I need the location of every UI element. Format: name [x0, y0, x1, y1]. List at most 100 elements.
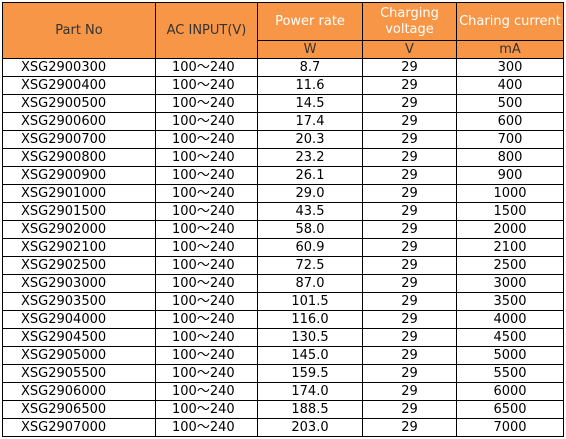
table-cell: 100～240: [155, 310, 258, 329]
table-cell: 100～240: [155, 130, 258, 149]
table-cell: 29: [362, 292, 457, 311]
table-cell: 20.3: [257, 130, 363, 149]
table-row: XSG2904500 100～240 130.5 29 4500: [2, 328, 564, 347]
table-cell: 29: [362, 76, 457, 95]
table-cell: 6000: [456, 382, 564, 401]
table-cell: 29: [362, 130, 457, 149]
table-cell: XSG2900600: [2, 112, 156, 131]
table-cell: 400: [456, 76, 564, 95]
table-cell: 29: [362, 256, 457, 275]
table-cell: 72.5: [257, 256, 363, 275]
header-cell: Power rate: [257, 2, 363, 41]
table-cell: 43.5: [257, 202, 363, 221]
table-row: XSG2900400 100～240 11.6 29 400: [2, 76, 564, 95]
table-cell: 29: [362, 166, 457, 185]
table-cell: XSG2900300: [2, 58, 156, 77]
table-cell: XSG2903500: [2, 292, 156, 311]
table-row: XSG2900500 100～240 14.5 29 500: [2, 94, 564, 113]
table-cell: 11.6: [257, 76, 363, 95]
table-cell: 101.5: [257, 292, 363, 311]
table-cell: 100～240: [155, 364, 258, 383]
table-cell: XSG2902500: [2, 256, 156, 275]
table-cell: 100～240: [155, 274, 258, 293]
table-cell: 8.7: [257, 58, 363, 77]
table-cell: 29: [362, 310, 457, 329]
table-cell: 4500: [456, 328, 564, 347]
unit-cell: W: [257, 40, 363, 59]
table-cell: XSG2900700: [2, 130, 156, 149]
table-cell: 29: [362, 328, 457, 347]
table-cell: 900: [456, 166, 564, 185]
table-cell: 29: [362, 112, 457, 131]
table-body: XSG2900300 100～240 8.7 29 300 XSG2900400 100～2…: [2, 58, 564, 437]
table-cell: 130.5: [257, 328, 363, 347]
header-cell: Part No: [2, 2, 156, 59]
table-cell: 2000: [456, 220, 564, 239]
table-cell: 174.0: [257, 382, 363, 401]
table-row: XSG2903000 100～240 87.0 29 3000: [2, 274, 564, 293]
table-cell: 2100: [456, 238, 564, 257]
table-row: XSG2900700 100～240 20.3 29 700: [2, 130, 564, 149]
table-cell: 203.0: [257, 418, 363, 437]
table-cell: 5500: [456, 364, 564, 383]
table-cell: 29: [362, 364, 457, 383]
table-cell: 300: [456, 58, 564, 77]
table-cell: 60.9: [257, 238, 363, 257]
table-cell: 14.5: [257, 94, 363, 113]
table-cell: 100～240: [155, 292, 258, 311]
table-cell: 500: [456, 94, 564, 113]
table-cell: 29: [362, 400, 457, 419]
table-cell: 100～240: [155, 166, 258, 185]
table-cell: 600: [456, 112, 564, 131]
table-cell: XSG2906000: [2, 382, 156, 401]
table-cell: XSG2906500: [2, 400, 156, 419]
table-cell: XSG2905500: [2, 364, 156, 383]
table-cell: 100～240: [155, 346, 258, 365]
table-cell: XSG2907000: [2, 418, 156, 437]
table-cell: 100～240: [155, 220, 258, 239]
table-cell: 29: [362, 382, 457, 401]
table-cell: 29: [362, 58, 457, 77]
table-cell: 29: [362, 274, 457, 293]
table-cell: XSG2904500: [2, 328, 156, 347]
table-row: XSG2907000 100～240 203.0 29 7000: [2, 418, 564, 437]
table-cell: 58.0: [257, 220, 363, 239]
table-cell: XSG2901000: [2, 184, 156, 203]
table-cell: 700: [456, 130, 564, 149]
unit-cell: mA: [456, 40, 564, 59]
table-cell: XSG2901500: [2, 202, 156, 221]
table-cell: 100～240: [155, 400, 258, 419]
header-cell: AC INPUT(V): [155, 2, 258, 59]
table-cell: 100～240: [155, 112, 258, 131]
table-cell: 100～240: [155, 94, 258, 113]
table-cell: 29: [362, 220, 457, 239]
table-cell: 29: [362, 94, 457, 113]
table-cell: XSG2904000: [2, 310, 156, 329]
table-row: XSG2900900 100～240 26.1 29 900: [2, 166, 564, 185]
table-row: XSG2901500 100～240 43.5 29 1500: [2, 202, 564, 221]
table-cell: XSG2900800: [2, 148, 156, 167]
table-cell: 2500: [456, 256, 564, 275]
table-row: XSG2902100 100～240 60.9 29 2100: [2, 238, 564, 257]
table-cell: 7000: [456, 418, 564, 437]
table-cell: 6500: [456, 400, 564, 419]
table-cell: 87.0: [257, 274, 363, 293]
table-row: XSG2902000 100～240 58.0 29 2000: [2, 220, 564, 239]
table-cell: 5000: [456, 346, 564, 365]
table-row: XSG2901000 100～240 29.0 29 1000: [2, 184, 564, 203]
table-row: XSG2904000 100～240 116.0 29 4000: [2, 310, 564, 329]
table-row: XSG2906000 100～240 174.0 29 6000: [2, 382, 564, 401]
table-cell: 3500: [456, 292, 564, 311]
table-row: XSG2900300 100～240 8.7 29 300: [2, 58, 564, 77]
table-cell: 100～240: [155, 418, 258, 437]
table-cell: 29: [362, 148, 457, 167]
table-cell: XSG2900900: [2, 166, 156, 185]
table-cell: 29: [362, 238, 457, 257]
table-row: XSG2902500 100～240 72.5 29 2500: [2, 256, 564, 275]
table-cell: 4000: [456, 310, 564, 329]
table-cell: 159.5: [257, 364, 363, 383]
table-row: XSG2906500 100～240 188.5 29 6500: [2, 400, 564, 419]
table-cell: 29: [362, 202, 457, 221]
